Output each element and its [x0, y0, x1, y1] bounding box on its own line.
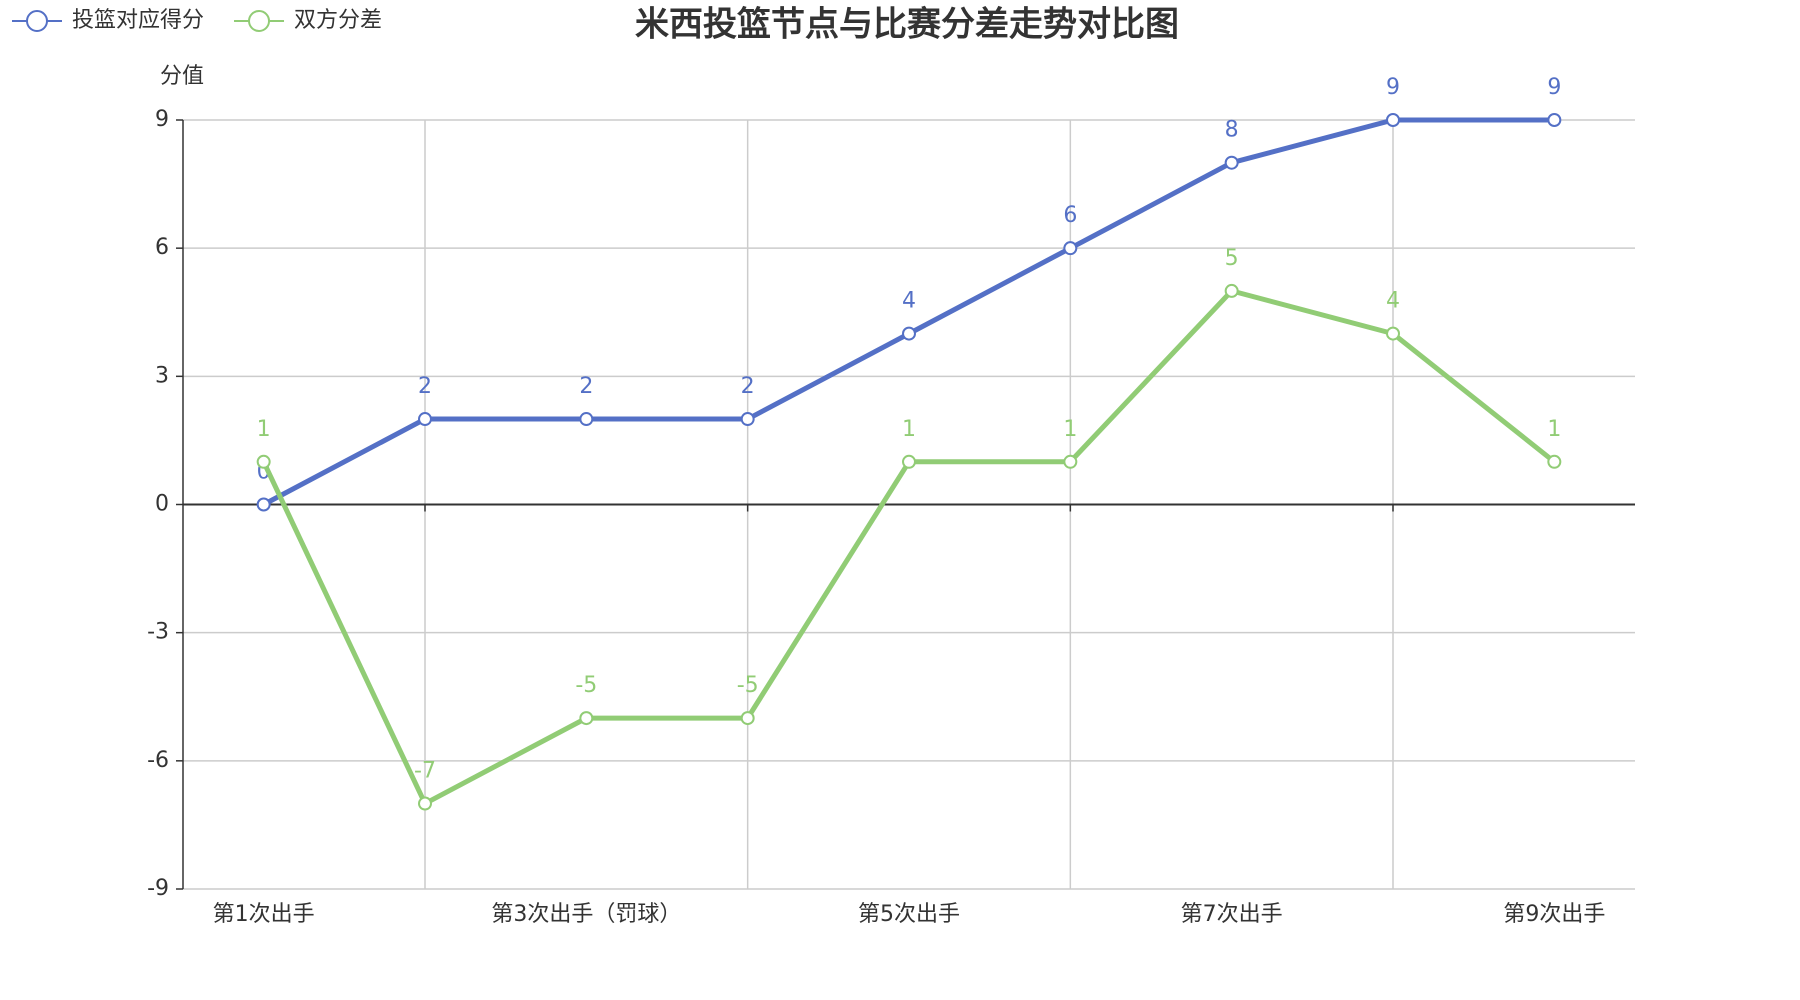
data-label: 5 — [1225, 246, 1239, 271]
legend-label: 投篮对应得分 — [72, 8, 204, 33]
data-label: 8 — [1225, 118, 1239, 143]
x-tick-label: 第3次出手（罚球） — [491, 902, 681, 927]
y-tick-label: -9 — [147, 876, 169, 901]
data-point — [256, 497, 271, 512]
data-point — [1386, 326, 1400, 341]
legend-label: 双方分差 — [294, 8, 382, 33]
data-label: 2 — [418, 374, 432, 399]
data-point — [579, 412, 594, 427]
data-label: -5 — [737, 673, 759, 698]
data-point — [1063, 241, 1078, 256]
y-tick-label: 9 — [155, 107, 169, 132]
data-point — [256, 454, 271, 469]
series-line — [261, 288, 1556, 807]
y-tick-label: 6 — [155, 235, 169, 260]
y-tick-label: 3 — [155, 363, 169, 388]
data-point — [1224, 155, 1239, 170]
data-point — [1547, 454, 1562, 469]
legend-marker — [248, 10, 271, 32]
data-point — [418, 796, 432, 811]
data-label: 1 — [257, 417, 271, 442]
data-point — [418, 412, 432, 427]
data-point — [1386, 113, 1400, 127]
data-point — [1547, 113, 1562, 127]
data-label: 2 — [579, 374, 593, 399]
x-tick-label: 第9次出手 — [1503, 902, 1605, 927]
data-point — [579, 711, 594, 726]
chart-title: 米西投篮节点与比赛分差走势对比图 — [635, 5, 1179, 45]
data-point — [740, 711, 755, 726]
data-point — [740, 412, 755, 427]
y-tick-label: -3 — [147, 620, 169, 645]
data-point — [1224, 283, 1239, 298]
data-label: 4 — [1386, 289, 1400, 314]
data-label: 9 — [1386, 75, 1400, 100]
y-axis-label: 分值 — [160, 64, 204, 89]
y-tick-label: 0 — [155, 492, 169, 517]
x-tick-label: 第5次出手 — [858, 902, 960, 927]
x-tick-label: 第1次出手 — [213, 902, 315, 927]
data-label: -5 — [575, 673, 597, 698]
data-label: 1 — [1063, 417, 1077, 442]
data-label: 6 — [1063, 203, 1077, 228]
data-point — [902, 326, 916, 341]
x-tick-label: 第7次出手 — [1181, 902, 1283, 927]
data-label: -7 — [414, 759, 436, 784]
data-label: 4 — [902, 289, 916, 314]
data-point — [1063, 454, 1078, 469]
data-point — [902, 454, 916, 469]
data-label: 2 — [741, 374, 755, 399]
data-label: 1 — [902, 417, 916, 442]
data-label: 9 — [1547, 75, 1561, 100]
data-label: 1 — [1547, 417, 1561, 442]
legend-marker — [26, 10, 48, 32]
y-tick-label: -6 — [147, 748, 169, 773]
